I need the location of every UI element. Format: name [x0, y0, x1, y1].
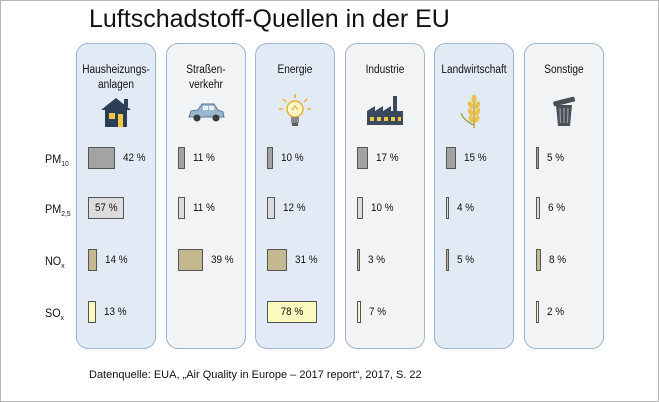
data-label: 42 % [122, 152, 146, 164]
category-label-line: Hausheizungs- [82, 64, 150, 76]
data-label: 78 % [280, 306, 304, 318]
category-label: Sonstige [528, 63, 600, 78]
data-label: 10 % [371, 202, 394, 214]
data-label: 6 % [547, 202, 565, 214]
bar [178, 197, 186, 219]
row-label-main: PM [45, 202, 62, 216]
bar [357, 301, 362, 323]
category-label-line: Straßen- [186, 64, 226, 76]
bar [267, 197, 275, 219]
house-icon [96, 93, 136, 129]
bar [178, 249, 203, 271]
data-label: 17 % [375, 152, 399, 164]
bar [357, 249, 360, 271]
bar [446, 249, 450, 271]
data-label: 39 % [210, 254, 234, 266]
bar [357, 147, 368, 169]
data-label: 3 % [368, 254, 386, 266]
row-label-main: SO [45, 306, 61, 320]
row-label-nox: NOx [45, 254, 65, 270]
bar [536, 249, 542, 271]
bar [536, 301, 539, 323]
wheat-icon [454, 93, 494, 129]
chart-title: Luftschadstoff-Quellen in der EU [89, 5, 450, 33]
category-label-line: Landwirtschaft [441, 64, 507, 76]
bar [88, 147, 115, 169]
data-label: 14 % [104, 254, 128, 266]
data-label: 15 % [463, 152, 487, 164]
bar [88, 197, 125, 219]
row-label-pm10: PM10 [45, 152, 69, 168]
data-label: 11 % [193, 202, 215, 214]
bar [267, 147, 274, 169]
row-label-sub: 10 [61, 159, 69, 168]
bar [446, 147, 456, 169]
data-label: 57 % [94, 202, 118, 214]
category-label: Landwirtschaft [438, 63, 510, 78]
data-label: 2 % [547, 306, 565, 318]
category-label-line: Sonstige [544, 64, 584, 76]
bar [536, 147, 540, 169]
row-label-pm25: PM2,5 [45, 202, 71, 218]
category-label: Straßen-verkehr [170, 63, 242, 93]
data-label: 12 % [282, 202, 306, 214]
category-label: Hausheizungs-anlagen [80, 63, 152, 93]
bar [536, 197, 540, 219]
trash-can-icon [544, 93, 584, 129]
bar [267, 301, 317, 323]
category-label-line: Industrie [365, 64, 405, 76]
bar [178, 147, 186, 169]
data-label: 5 % [547, 152, 565, 164]
category-column [345, 43, 425, 349]
bar [88, 249, 97, 271]
row-label-main: NO [45, 254, 62, 268]
data-label: 8 % [549, 254, 567, 266]
category-column [76, 43, 156, 349]
bar [446, 197, 449, 219]
factory-icon [365, 93, 405, 129]
category-label: Industrie [349, 63, 421, 78]
data-label: 10 % [281, 152, 304, 164]
category-column [434, 43, 514, 349]
category-column [166, 43, 246, 349]
category-label: Energie [259, 63, 331, 78]
row-label-main: PM [45, 152, 62, 166]
row-label-sub: x [61, 261, 65, 270]
data-label: 7 % [369, 306, 387, 318]
bar [267, 249, 287, 271]
bar [88, 301, 97, 323]
bar [357, 197, 364, 219]
data-label: 13 % [104, 306, 127, 318]
data-label: 5 % [457, 254, 475, 266]
data-label: 4 % [457, 202, 475, 214]
category-label-line: verkehr [189, 79, 223, 91]
data-label: 11 % [193, 152, 215, 164]
category-label-line: anlagen [97, 79, 135, 91]
row-label-sub: x [60, 313, 64, 322]
light-bulb-icon [275, 93, 315, 129]
data-label: 31 % [294, 254, 318, 266]
car-icon [186, 93, 226, 129]
category-column [524, 43, 604, 349]
category-label-line: Energie [277, 64, 313, 76]
row-label-sub: 2,5 [61, 209, 71, 218]
row-label-sox: SOx [45, 306, 64, 322]
data-source-note: Datenquelle: EUA, „Air Quality in Europe… [89, 369, 422, 381]
